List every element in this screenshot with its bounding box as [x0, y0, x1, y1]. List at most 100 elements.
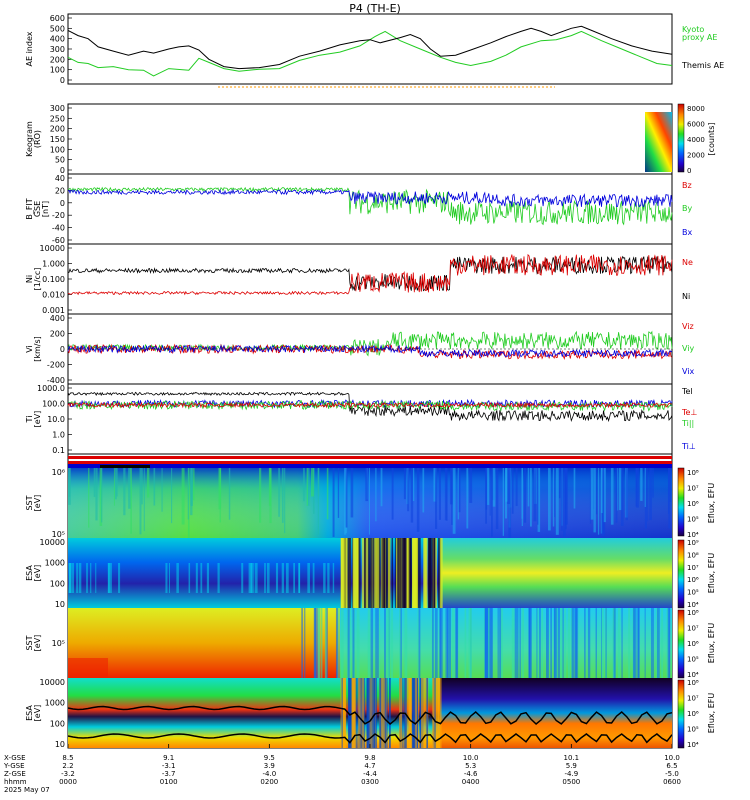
keogram-ytick: 50: [55, 156, 65, 165]
sst-e-streak: [515, 468, 518, 506]
sst-i-streak: [347, 608, 350, 678]
temperature-tel-line: [67, 391, 673, 423]
sst-i-streak: [375, 608, 377, 678]
esa-i-streak: [421, 678, 423, 748]
sst-e-streak: [141, 468, 143, 505]
esa-i-streak: [358, 678, 360, 748]
sst-i-streak: [572, 608, 575, 678]
esa-i-streak: [413, 678, 415, 748]
sst-i-streak: [541, 608, 543, 678]
sst-e-streak: [403, 468, 406, 500]
sst-e-streak: [555, 468, 559, 535]
esa-e-streak: [423, 538, 425, 608]
ae-ytick: 500: [50, 24, 65, 33]
footer-x-gse: 9.8: [364, 754, 375, 762]
sst-i-streak: [490, 608, 494, 678]
footer-x-gse: 8.5: [62, 754, 73, 762]
sst-e-streak: [492, 468, 496, 507]
sst-i-streak: [666, 608, 669, 678]
esa-i-streak: [373, 678, 375, 748]
sst-e-streak: [495, 468, 499, 530]
sst-e-streak: [552, 468, 555, 527]
footer-hhmm: 0500: [562, 778, 580, 786]
esa-e-streak: [195, 563, 198, 593]
esa-e-streak: [78, 563, 82, 593]
sst-e-streak: [143, 468, 145, 532]
esa-e-streak: [254, 563, 258, 593]
sst-e-streak: [617, 468, 619, 511]
esa-e-streak: [312, 563, 315, 593]
footer-y-gse: -3.1: [162, 762, 176, 770]
esa-e-streak: [251, 563, 254, 593]
velocity-ytick: 200: [50, 330, 65, 339]
bfield-legend-1: By: [682, 204, 692, 213]
esa-e-streak: [90, 563, 92, 593]
bfield-ylabel: GSE: [33, 201, 42, 217]
sst-i-streak: [562, 608, 564, 678]
sst_e-colorbar-tick: 10⁴: [687, 531, 699, 539]
sst-i-streak: [601, 608, 604, 678]
sst-e-streak: [600, 468, 603, 514]
esa_e-ytick: 10000: [40, 538, 65, 547]
sst-i-streak: [575, 608, 579, 678]
velocity-legend-0: Viz: [682, 322, 694, 331]
sst-e-streak: [101, 468, 103, 523]
esa_i-ytick: 1000: [45, 699, 65, 708]
footer-z-gse: -4.4: [363, 770, 377, 778]
esa-e-streak: [423, 538, 427, 608]
esa-e-streak: [397, 538, 402, 608]
sst-i-streak: [667, 608, 670, 678]
density-legend-0: Ne: [682, 258, 693, 267]
esa-e-colorbar: [677, 539, 685, 609]
sst-i-streak: [385, 608, 389, 678]
sst-e-streak: [444, 468, 448, 521]
sst-e-streak: [187, 468, 189, 520]
ae-ytick: 100: [50, 66, 65, 75]
esa-e-streak: [364, 538, 368, 608]
velocity-legend-2: Vix: [682, 367, 695, 376]
ae-series-line: [67, 25, 673, 70]
sst-i-streak: [324, 608, 327, 678]
esa-e-streak: [248, 563, 252, 593]
sst-i-streak: [456, 608, 458, 678]
esa-e-streak: [241, 563, 244, 593]
sst-e-streak: [554, 468, 556, 518]
esa-e-streak: [355, 538, 358, 608]
sst-e-streak: [306, 468, 309, 506]
footer-z-gse: -5.0: [665, 770, 679, 778]
flag-bar-black: [100, 465, 150, 468]
sst-e-streak: [438, 468, 441, 520]
density-ytick: 1.000: [42, 260, 65, 269]
sst-e-streak: [507, 468, 511, 504]
sst-i-streak: [605, 608, 607, 678]
footer-z-gse: -4.0: [262, 770, 276, 778]
ae-ytick: 400: [50, 35, 65, 44]
sst-e-streak: [537, 468, 541, 532]
esa-e-streak: [217, 563, 220, 593]
sst-e-streak: [88, 468, 90, 528]
sst-e-streak: [368, 468, 370, 535]
sst-e-streak: [618, 468, 622, 511]
sst-e-streak: [303, 468, 305, 502]
sst-e-streak: [123, 468, 126, 516]
esa-e-streak: [347, 538, 350, 608]
esa_i-colorbar-tick: 10⁸: [687, 679, 699, 687]
sst-e-streak: [139, 468, 142, 535]
sst-e-colorbar: [677, 467, 685, 537]
sst-e-streak: [422, 468, 425, 513]
esa_e-colorbar-tick: 10⁷: [687, 564, 699, 572]
sst-e-streak: [375, 468, 377, 522]
sst-i-streak: [387, 608, 391, 678]
sst-e-streak: [563, 468, 566, 537]
esa-e-streak: [168, 563, 170, 593]
sst-e-streak: [548, 468, 551, 531]
sst-i-streak: [404, 608, 408, 678]
keogram-colorbar-tick: 4000: [687, 136, 705, 144]
sst-e-streak: [590, 468, 594, 520]
esa-i-colorbar: [677, 679, 685, 749]
sst-e-streak: [560, 468, 563, 531]
bfield-legend-0: Bz: [682, 181, 692, 190]
esa-e-streak: [402, 538, 406, 608]
footer-row-label: Y-GSE: [3, 762, 25, 770]
